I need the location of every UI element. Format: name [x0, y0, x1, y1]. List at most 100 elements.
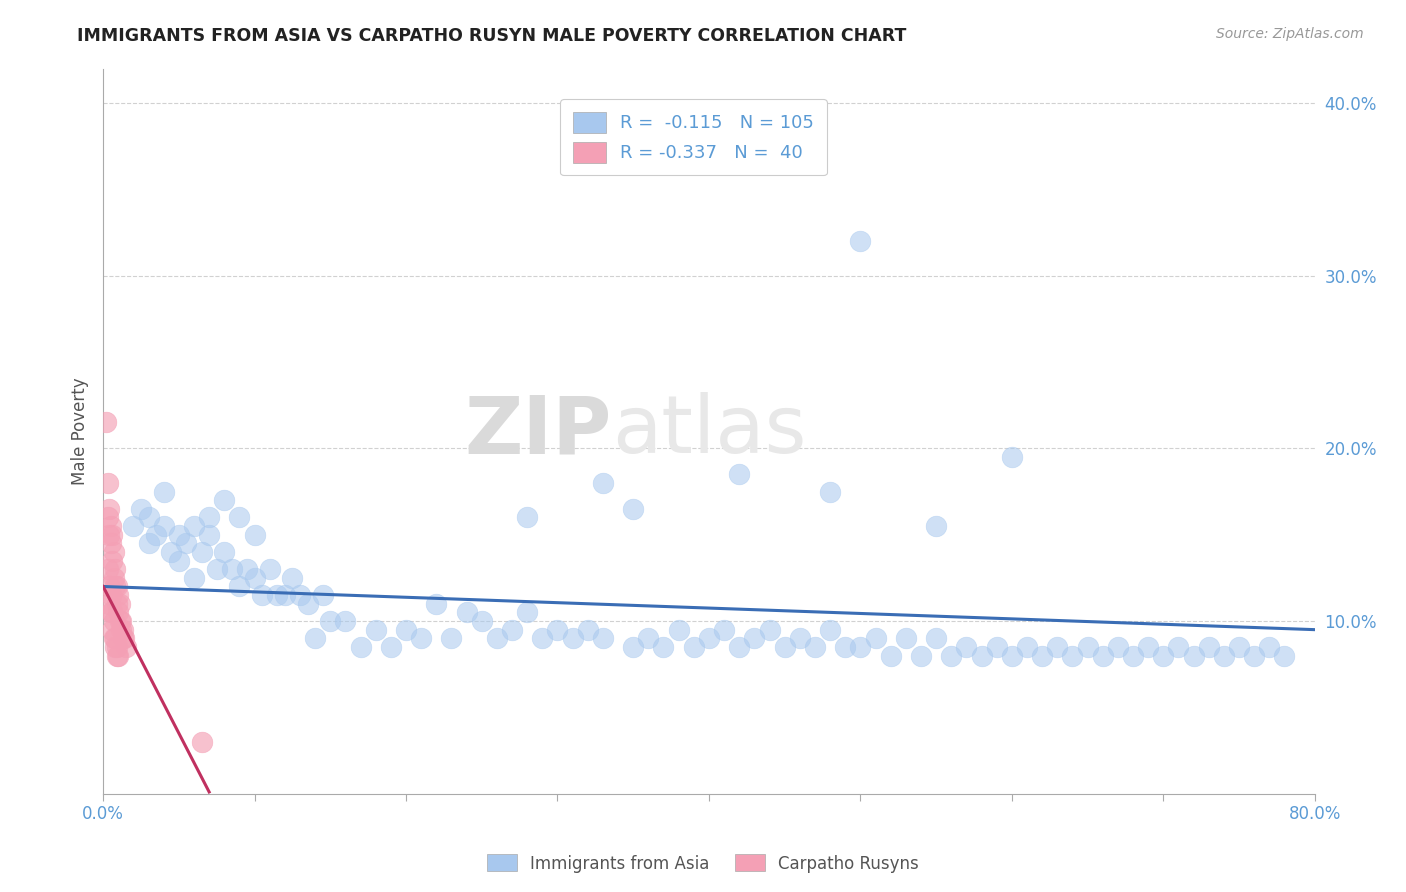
Point	[1122, 648, 1144, 663]
Point	[941, 648, 963, 663]
Point	[104, 579, 127, 593]
Point	[546, 623, 568, 637]
Point	[1001, 450, 1024, 464]
Point	[1091, 648, 1114, 663]
Point	[1152, 648, 1174, 663]
Point	[198, 527, 221, 541]
Point	[516, 606, 538, 620]
Point	[879, 648, 901, 663]
Point	[97, 510, 120, 524]
Point	[1031, 648, 1053, 663]
Point	[145, 527, 167, 541]
Point	[1015, 640, 1038, 654]
Point	[621, 501, 644, 516]
Point	[834, 640, 856, 654]
Point	[111, 632, 134, 646]
Point	[103, 571, 125, 585]
Point	[105, 648, 128, 663]
Point	[1212, 648, 1234, 663]
Point	[198, 510, 221, 524]
Point	[98, 501, 121, 516]
Point	[1274, 648, 1296, 663]
Point	[697, 632, 720, 646]
Point	[138, 536, 160, 550]
Point	[925, 519, 948, 533]
Point	[501, 623, 523, 637]
Point	[910, 648, 932, 663]
Point	[221, 562, 243, 576]
Point	[1077, 640, 1099, 654]
Point	[96, 416, 118, 430]
Point	[228, 510, 250, 524]
Legend: Immigrants from Asia, Carpatho Rusyns: Immigrants from Asia, Carpatho Rusyns	[481, 847, 925, 880]
Y-axis label: Male Poverty: Male Poverty	[72, 377, 89, 485]
Point	[129, 501, 152, 516]
Point	[152, 484, 174, 499]
Point	[100, 519, 122, 533]
Point	[105, 597, 128, 611]
Point	[243, 527, 266, 541]
Point	[183, 519, 205, 533]
Point	[115, 640, 138, 654]
Point	[104, 640, 127, 654]
Point	[1062, 648, 1084, 663]
Point	[682, 640, 704, 654]
Point	[621, 640, 644, 654]
Point	[101, 623, 124, 637]
Point	[1227, 640, 1250, 654]
Point	[228, 579, 250, 593]
Point	[312, 588, 335, 602]
Point	[110, 623, 132, 637]
Point	[281, 571, 304, 585]
Point	[773, 640, 796, 654]
Point	[100, 536, 122, 550]
Point	[97, 475, 120, 490]
Point	[395, 623, 418, 637]
Point	[103, 632, 125, 646]
Point	[214, 545, 236, 559]
Point	[849, 234, 872, 248]
Point	[243, 571, 266, 585]
Point	[471, 614, 494, 628]
Point	[101, 553, 124, 567]
Point	[1137, 640, 1160, 654]
Point	[111, 623, 134, 637]
Point	[865, 632, 887, 646]
Point	[100, 606, 122, 620]
Point	[190, 545, 212, 559]
Point	[98, 579, 121, 593]
Point	[107, 606, 129, 620]
Point	[925, 632, 948, 646]
Point	[986, 640, 1008, 654]
Point	[214, 493, 236, 508]
Point	[440, 632, 463, 646]
Point	[1167, 640, 1189, 654]
Point	[236, 562, 259, 576]
Point	[485, 632, 508, 646]
Point	[108, 614, 131, 628]
Point	[970, 648, 993, 663]
Point	[728, 640, 751, 654]
Point	[250, 588, 273, 602]
Point	[744, 632, 766, 646]
Point	[456, 606, 478, 620]
Point	[104, 562, 127, 576]
Point	[122, 519, 145, 533]
Point	[152, 519, 174, 533]
Point	[160, 545, 183, 559]
Point	[319, 614, 342, 628]
Point	[176, 536, 198, 550]
Point	[107, 648, 129, 663]
Point	[849, 640, 872, 654]
Point	[531, 632, 554, 646]
Point	[1258, 640, 1281, 654]
Point	[561, 632, 583, 646]
Point	[103, 545, 125, 559]
Point	[728, 467, 751, 482]
Point	[955, 640, 977, 654]
Point	[259, 562, 281, 576]
Text: Source: ZipAtlas.com: Source: ZipAtlas.com	[1216, 27, 1364, 41]
Point	[105, 640, 128, 654]
Point	[1001, 648, 1024, 663]
Point	[411, 632, 433, 646]
